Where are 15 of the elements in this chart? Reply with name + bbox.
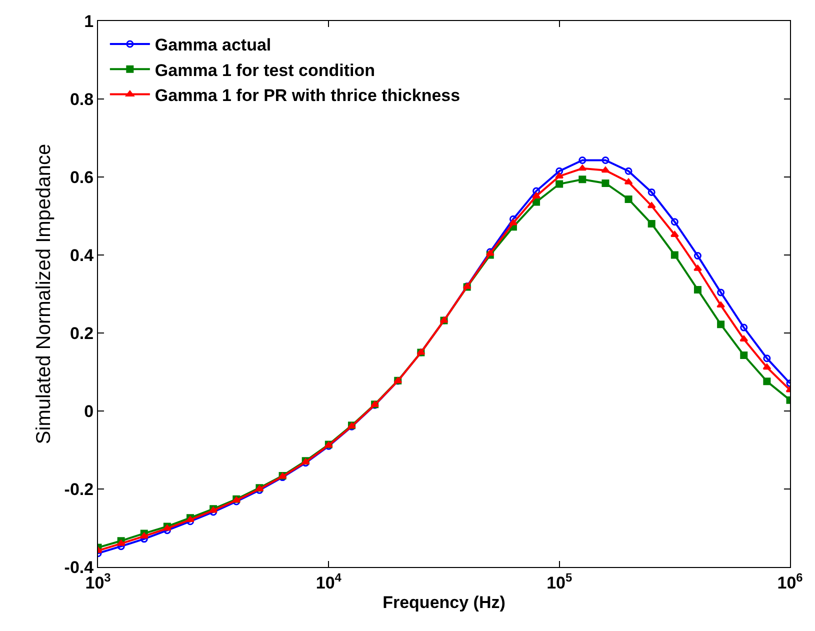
legend-label: Gamma 1 for test condition [154, 60, 376, 80]
y-axis-title: Simulated Normalized Impedance [32, 144, 55, 444]
y-tick-label: -0.2 [64, 480, 94, 499]
y-tick-label: 0.2 [70, 324, 94, 343]
y-tick-label: 0.6 [70, 168, 94, 187]
x-tick-label: 10$^{5}$ [546, 570, 572, 592]
y-tick-label: 0 [84, 402, 94, 421]
y-tick-label: 1 [84, 12, 94, 31]
x-axis-title: Frequency (Hz) [382, 592, 506, 612]
legend-label: Gamma actual [154, 36, 272, 55]
x-tick-label: 10$^{4}$ [316, 570, 342, 592]
y-tick-label: 0.8 [70, 90, 94, 109]
x-tick-label: 10$^{6}$ [777, 570, 804, 592]
y-tick-label: 0.4 [70, 246, 94, 265]
legend-label: Gamma 1 for PR with thrice thickness [154, 86, 460, 105]
